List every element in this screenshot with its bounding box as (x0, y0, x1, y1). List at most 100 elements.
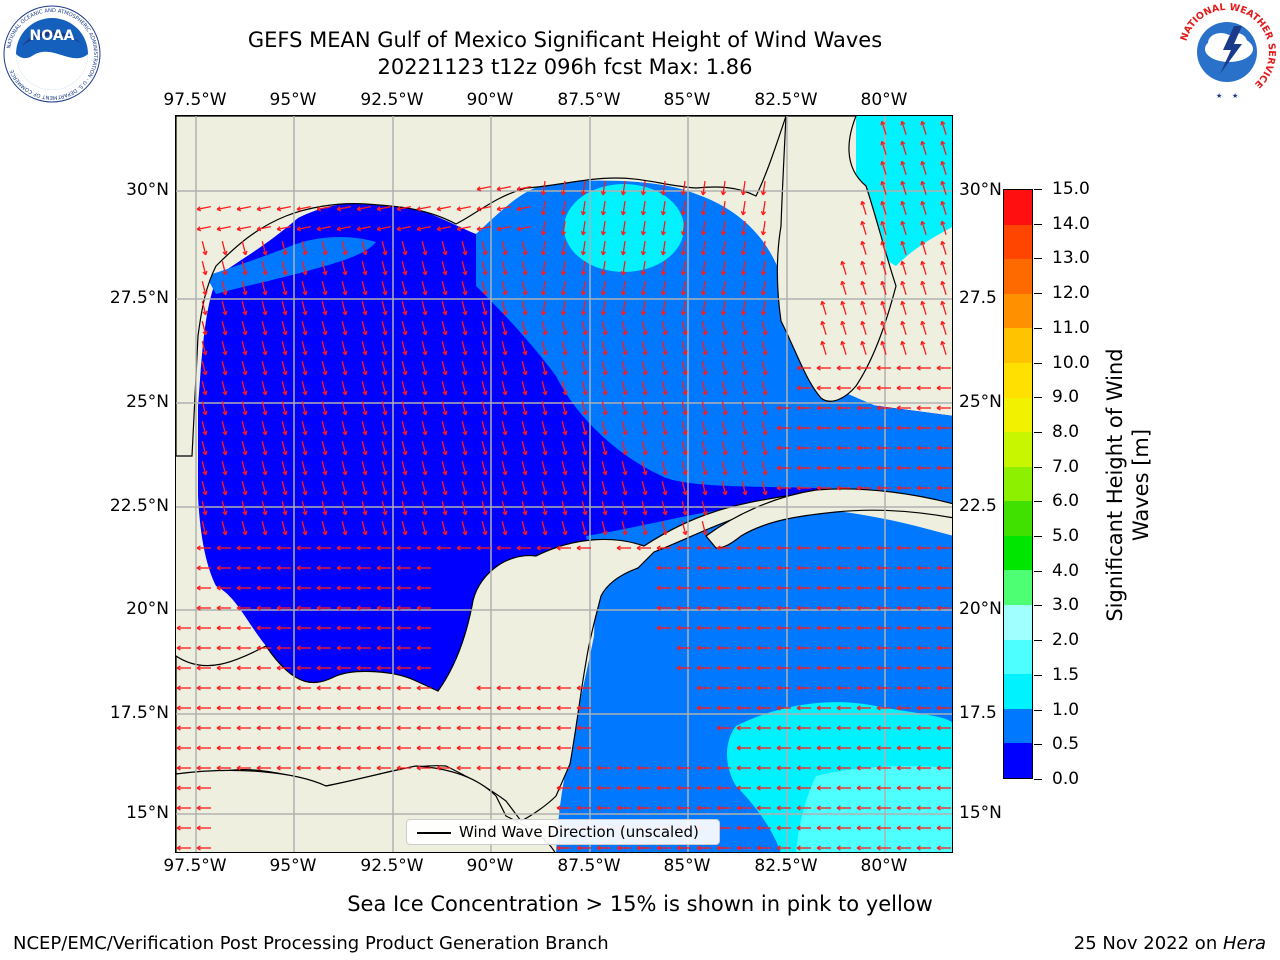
wind-wave-arrowhead (860, 340, 866, 346)
wind-wave-arrow (541, 421, 547, 435)
wind-wave-arrowhead (682, 510, 688, 516)
wind-wave-arrowhead (820, 340, 826, 346)
wind-wave-arrowhead (880, 260, 886, 266)
wind-wave-arrow (901, 261, 907, 275)
colorbar-tick-label: 13.0 (1052, 248, 1090, 269)
wind-wave-arrow (201, 421, 207, 435)
wind-wave-arrowhead (422, 490, 428, 496)
wind-wave-arrow (377, 205, 391, 211)
wind-wave-arrow (501, 261, 507, 275)
wind-wave-arrow (197, 205, 211, 211)
wind-wave-arrowhead (282, 310, 288, 316)
wind-wave-arrow (921, 321, 927, 335)
wind-wave-arrow (341, 301, 347, 315)
wind-wave-arrowhead (736, 545, 741, 551)
wind-wave-arrow (701, 401, 707, 415)
wind-wave-arrowhead (402, 350, 408, 356)
wind-wave-arrowhead (476, 725, 481, 731)
lon-label-bottom: 97.5°W (163, 856, 227, 876)
sea-ice-note: Sea Ice Concentration > 15% is shown in … (347, 892, 933, 916)
wind-wave-arrowhead (896, 845, 901, 851)
wind-wave-arrow (521, 241, 527, 255)
wind-wave-arrow (481, 441, 487, 455)
wind-wave-arrowhead (216, 585, 221, 591)
wind-wave-arrowhead (660, 230, 667, 236)
wind-wave-arrowhead (542, 490, 548, 496)
wind-wave-arrowhead (496, 206, 502, 212)
wind-wave-arrow (341, 261, 347, 275)
wind-wave-arrowhead (456, 745, 461, 751)
wind-wave-arrowhead (196, 785, 201, 791)
wind-wave-arrow (741, 481, 747, 495)
wind-wave-arrowhead (640, 230, 647, 236)
wind-wave-arrow (261, 321, 267, 335)
wind-wave-arrowhead (402, 430, 408, 436)
wind-wave-arrow (221, 441, 227, 455)
wind-wave-arrowhead (276, 745, 281, 751)
wind-wave-arrow (681, 361, 687, 375)
wind-wave-arrow (241, 421, 247, 435)
wind-wave-arrowhead (816, 685, 821, 691)
wind-wave-arrowhead (562, 390, 568, 396)
wind-wave-arrowhead (382, 430, 388, 436)
wind-wave-arrow (437, 205, 451, 211)
wind-wave-arrowhead (540, 270, 547, 276)
wind-wave-arrow (281, 361, 287, 375)
colorbar-tick-label: 1.5 (1052, 664, 1080, 685)
wind-wave-arrow (661, 361, 667, 375)
wind-wave-arrowhead (442, 450, 448, 456)
wind-wave-arrow (277, 225, 291, 231)
wind-wave-arrowhead (276, 545, 281, 551)
wind-wave-arrowhead (622, 410, 628, 416)
lat-label-right: 20°N (959, 599, 1002, 619)
wind-wave-arrowhead (856, 725, 861, 731)
wind-wave-arrow (521, 461, 527, 475)
wind-wave-arrowhead (502, 330, 508, 336)
wind-wave-arrow (281, 501, 287, 515)
wind-wave-arrow (481, 241, 487, 255)
wind-wave-arrow (921, 341, 927, 355)
wind-wave-arrowhead (356, 226, 362, 232)
wind-wave-arrow (221, 301, 227, 315)
wind-wave-arrowhead (856, 765, 861, 771)
wind-wave-arrowhead (402, 470, 408, 476)
wind-wave-arrowhead (322, 450, 328, 456)
wind-wave-arrowhead (396, 685, 401, 691)
wind-wave-arrow (881, 141, 887, 155)
wind-wave-arrowhead (936, 385, 941, 391)
wind-wave-arrowhead (740, 230, 747, 236)
wind-wave-arrowhead (720, 310, 727, 316)
wind-wave-arrowhead (682, 430, 688, 436)
wind-wave-arrowhead (900, 340, 906, 346)
wind-wave-arrow (901, 221, 907, 235)
wind-wave-arrowhead (276, 685, 281, 691)
wind-wave-arrowhead (222, 370, 228, 376)
wind-wave-arrowhead (442, 470, 448, 476)
wind-wave-arrowhead (502, 270, 508, 276)
wind-wave-arrowhead (856, 845, 861, 851)
wind-wave-arrowhead (940, 320, 946, 326)
wind-wave-arrow (417, 225, 431, 231)
colorbar-tick-label: 10.0 (1052, 352, 1090, 373)
wind-wave-arrowhead (316, 765, 321, 771)
wind-wave-arrowhead (616, 765, 621, 771)
wind-wave-arrowhead (622, 390, 628, 396)
wind-wave-arrowhead (196, 765, 201, 771)
wind-wave-arrow (722, 240, 726, 256)
wind-wave-arrowhead (816, 425, 821, 431)
wind-wave-arrowhead (916, 825, 921, 831)
wind-wave-arrowhead (536, 765, 541, 771)
colorbar-segment (1004, 673, 1032, 709)
wind-wave-arrowhead (416, 685, 421, 691)
wind-wave-arrowhead (776, 725, 781, 731)
wind-wave-arrowhead (756, 585, 761, 591)
wind-wave-arrowhead (916, 845, 921, 851)
wind-wave-arrowhead (896, 485, 901, 491)
wind-wave-arrowhead (456, 545, 461, 551)
wind-wave-arrowhead (482, 370, 488, 376)
wind-wave-arrowhead (416, 745, 421, 751)
wind-wave-arrowhead (436, 765, 441, 771)
wind-wave-arrowhead (296, 645, 301, 651)
wind-wave-arrowhead (716, 845, 721, 851)
wind-wave-arrowhead (522, 310, 528, 316)
